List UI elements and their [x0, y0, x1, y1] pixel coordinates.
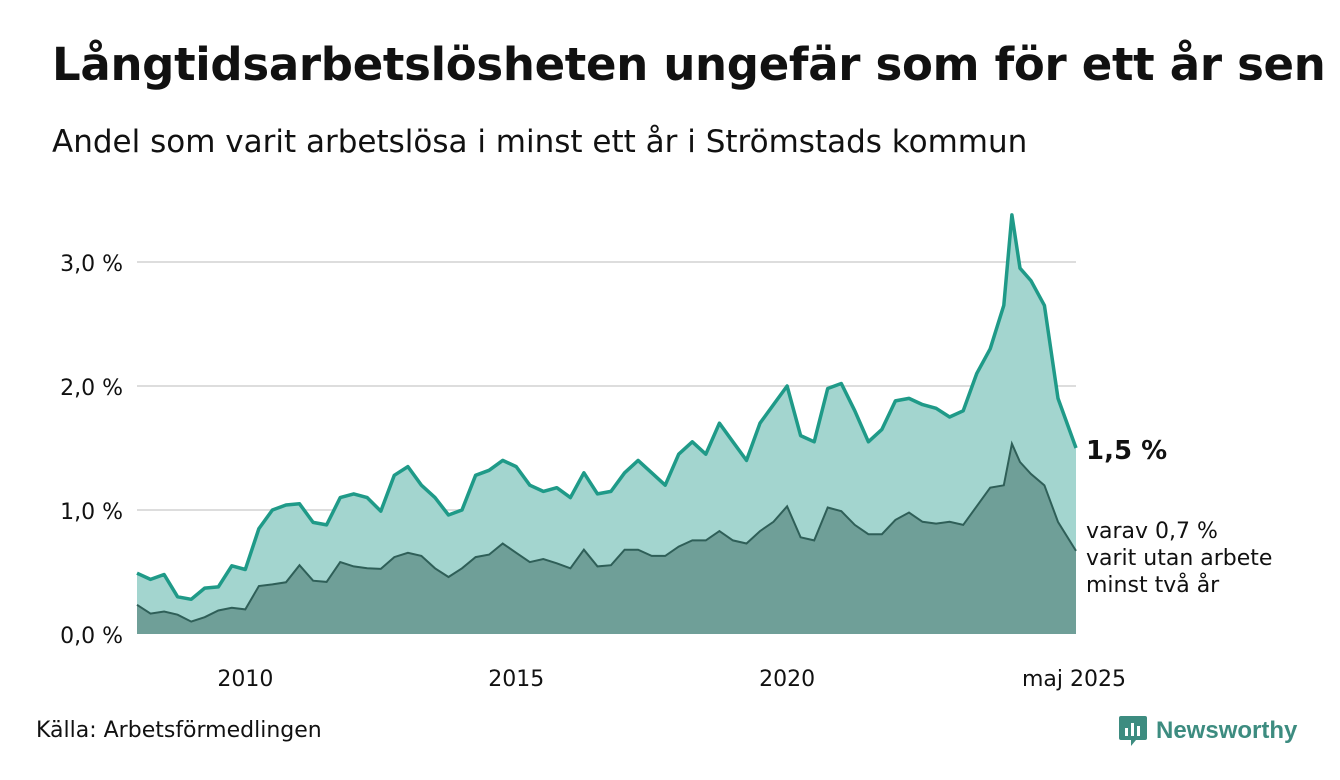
y-tick-label-1: 1,0 %	[60, 500, 123, 525]
total-line	[136, 213, 1078, 602]
two-year-area	[137, 443, 1076, 634]
latest-two-year-value-label: varav 0,7 % varit utan arbete minst två …	[1086, 518, 1272, 599]
x-tick-label-1: 2015	[488, 667, 544, 692]
newsworthy-logo-icon	[1119, 716, 1147, 746]
source-note: Källa: Arbetsförmedlingen	[36, 718, 322, 743]
x-tick-label-2: 2020	[759, 667, 815, 692]
chart-title: Långtidsarbetslösheten ungefär som för e…	[52, 38, 1326, 91]
y-tick-label-2: 2,0 %	[60, 376, 123, 401]
sub-label-line-3: minst två år	[1086, 573, 1220, 598]
two-year-line	[136, 440, 1077, 623]
x-tick-label-3: maj 2025	[1022, 667, 1126, 692]
x-tick-label-0: 2010	[217, 667, 273, 692]
y-tick-label-3: 3,0 %	[60, 252, 123, 277]
sub-label-line-1: varav 0,7 %	[1086, 519, 1218, 544]
brand-name: Newsworthy	[1156, 717, 1298, 744]
chart-subtitle: Andel som varit arbetslösa i minst ett å…	[52, 124, 1028, 160]
brand-logo: Newsworthy	[1118, 714, 1297, 748]
sub-label-line-2: varit utan arbete	[1086, 546, 1273, 571]
y-tick-label-0: 0,0 %	[60, 624, 123, 649]
latest-total-value-label: 1,5 %	[1086, 436, 1168, 466]
